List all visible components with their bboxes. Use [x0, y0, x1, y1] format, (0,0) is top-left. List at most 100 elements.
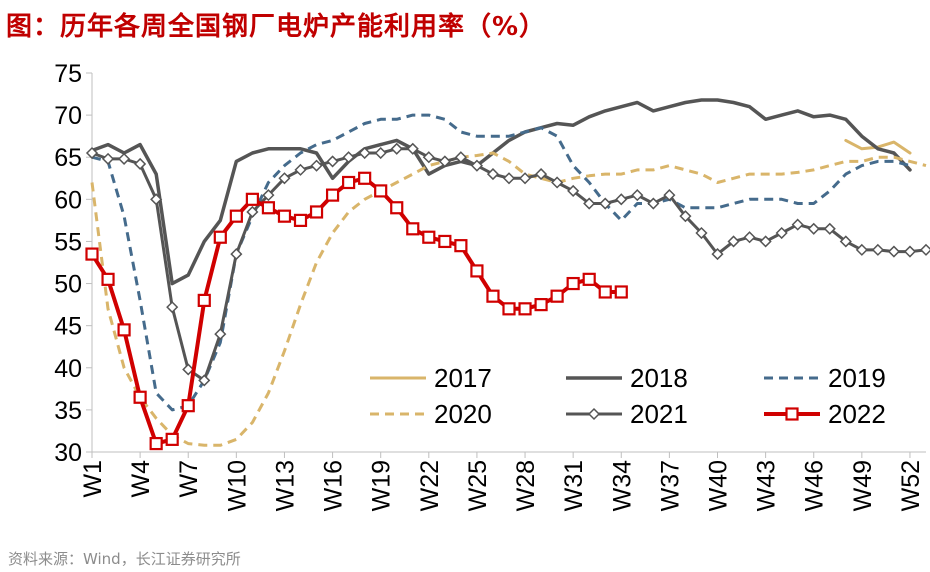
x-tick-label: W28: [512, 460, 540, 511]
data-point: [374, 146, 387, 160]
chart-axes: 30 35 40 45 50 55 60 65 70 75 W1 W4 W7 W10 W13 W16 W19 W2…: [54, 60, 926, 511]
data-point: [390, 142, 403, 155]
data-point: [759, 235, 772, 248]
data-point: [582, 272, 596, 286]
data-point: [326, 155, 339, 168]
legend-item-2018: 2018: [566, 363, 688, 393]
data-point: [470, 264, 484, 278]
x-tick-label: W1: [79, 460, 107, 498]
data-point: [518, 172, 532, 185]
y-tick-label: 65: [54, 144, 82, 172]
x-tick-label: W34: [608, 460, 636, 512]
data-point: [165, 432, 179, 446]
x-tick-label: W31: [560, 460, 588, 511]
data-point: [85, 247, 99, 261]
series-line-2020: [90, 151, 927, 447]
data-point: [518, 302, 532, 316]
data-point: [583, 197, 596, 210]
series-layer: [85, 98, 930, 451]
y-tick-label: 60: [54, 186, 82, 214]
y-tick-label: 55: [54, 228, 82, 256]
data-point: [134, 157, 147, 171]
chart-legend: 2017 2018 2019 2020 2021 2022: [370, 363, 886, 429]
data-point: [823, 222, 836, 235]
data-point: [390, 201, 404, 215]
data-point: [133, 390, 147, 404]
x-tick-label: W43: [753, 460, 781, 511]
series-line-2018: [90, 98, 912, 286]
data-point: [262, 189, 275, 202]
data-point: [534, 298, 548, 312]
data-point: [551, 176, 564, 189]
legend-label: 2021: [630, 399, 688, 429]
series-2021: [85, 142, 930, 387]
data-point: [535, 168, 548, 181]
data-point: [919, 243, 930, 256]
y-tick-label: 50: [54, 271, 82, 299]
data-point: [855, 243, 868, 256]
data-point: [406, 142, 419, 155]
data-point: [550, 289, 564, 303]
x-tick-label: W19: [368, 460, 396, 511]
data-point: [406, 222, 420, 236]
data-point: [502, 302, 516, 316]
data-point: [438, 155, 451, 168]
data-point: [214, 328, 227, 341]
legend-item-2020: 2020: [370, 399, 492, 429]
data-point: [887, 245, 900, 258]
x-tick-label: W16: [320, 460, 348, 511]
x-tick-label: W10: [223, 460, 251, 511]
page-title: 图：历年各周全国钢厂电炉产能利用率（%）: [6, 12, 547, 42]
data-point: [903, 245, 917, 258]
x-tick-label: W22: [416, 460, 444, 511]
data-point: [422, 151, 435, 164]
data-point: [213, 230, 227, 244]
data-point: [839, 235, 852, 248]
data-point: [454, 239, 468, 253]
data-point: [743, 231, 756, 244]
x-tick-label: W52: [897, 460, 925, 511]
y-tick-label: 35: [54, 397, 82, 425]
x-tick-label: W49: [849, 460, 877, 511]
data-point: [631, 189, 644, 202]
data-point: [807, 222, 820, 235]
data-point: [663, 189, 676, 202]
legend-label: 2018: [630, 363, 688, 393]
data-point: [166, 301, 179, 314]
data-point: [374, 184, 388, 198]
data-point: [438, 234, 452, 249]
y-tick-label: 75: [54, 60, 82, 88]
data-point: [614, 285, 628, 299]
data-point: [647, 197, 660, 210]
data-point: [277, 209, 292, 223]
series-2022: [85, 171, 628, 451]
data-point: [101, 152, 115, 165]
data-point: [775, 226, 788, 240]
data-point: [679, 210, 692, 223]
data-point: [711, 248, 724, 261]
x-tick-label: W7: [175, 460, 203, 498]
legend-label: 2022: [828, 399, 886, 429]
data-point: [599, 197, 612, 210]
data-point: [422, 230, 436, 244]
data-point: [197, 293, 211, 307]
data-point: [486, 168, 500, 181]
data-point: [567, 184, 580, 197]
x-tick-label: W40: [705, 460, 733, 511]
data-point: [342, 175, 356, 190]
legend-label: 2019: [828, 363, 886, 393]
y-tick-label: 40: [54, 355, 82, 383]
series-line-2022: [90, 176, 624, 446]
data-point: [695, 226, 708, 240]
legend-item-2017: 2017: [370, 363, 492, 393]
x-tick-label: W46: [801, 460, 829, 511]
data-point: [727, 235, 740, 248]
data-point: [358, 171, 372, 185]
series-2018: [90, 98, 912, 286]
data-point: [325, 188, 340, 202]
legend-item-2019: 2019: [764, 363, 886, 393]
data-point: [246, 205, 259, 219]
data-point: [486, 289, 500, 303]
legend-marker: [785, 407, 799, 421]
